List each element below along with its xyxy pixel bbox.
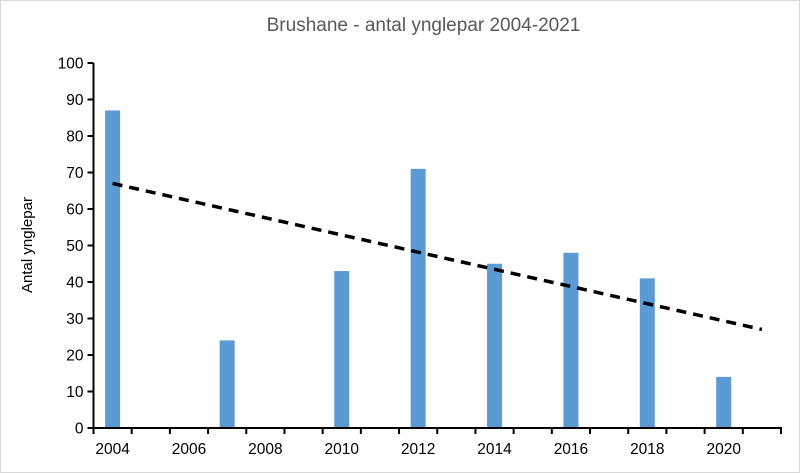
y-tick-label-90: 90 <box>66 92 84 109</box>
y-tick-label-100: 100 <box>58 56 84 73</box>
x-tick-label-2014: 2014 <box>477 441 512 458</box>
y-tick-label-0: 0 <box>75 421 84 438</box>
x-tick-label-2006: 2006 <box>172 441 206 458</box>
bar-2004 <box>105 110 121 428</box>
x-tick-label-2020: 2020 <box>706 441 741 458</box>
y-tick-label-80: 80 <box>66 129 84 146</box>
y-tick-label-40: 40 <box>66 275 84 292</box>
x-tick-label-2010: 2010 <box>325 441 360 458</box>
y-tick-label-30: 30 <box>66 311 84 328</box>
y-tick-label-60: 60 <box>66 202 84 219</box>
y-tick-label-50: 50 <box>66 238 84 255</box>
y-tick-label-10: 10 <box>66 384 84 401</box>
bar-2016 <box>563 252 579 428</box>
bar-2018 <box>639 278 655 428</box>
bar-2020 <box>716 376 732 428</box>
x-tick-label-2004: 2004 <box>95 441 130 458</box>
bar-2012 <box>410 168 426 428</box>
bar-2014 <box>487 263 503 428</box>
chart-title: Brushane - antal ynglepar 2004-2021 <box>266 15 581 36</box>
x-tick-label-2016: 2016 <box>554 441 588 458</box>
bar-2007 <box>219 340 235 428</box>
y-tick-label-20: 20 <box>66 348 84 365</box>
y-axis-title-text: Antal ynglepar <box>19 197 36 293</box>
x-tick-label-2012: 2012 <box>401 441 435 458</box>
x-tick-label-2008: 2008 <box>248 441 282 458</box>
x-tick-label-2018: 2018 <box>630 441 664 458</box>
trendline <box>112 181 763 332</box>
y-tick-label-70: 70 <box>66 165 84 182</box>
bar-2010 <box>334 271 350 428</box>
